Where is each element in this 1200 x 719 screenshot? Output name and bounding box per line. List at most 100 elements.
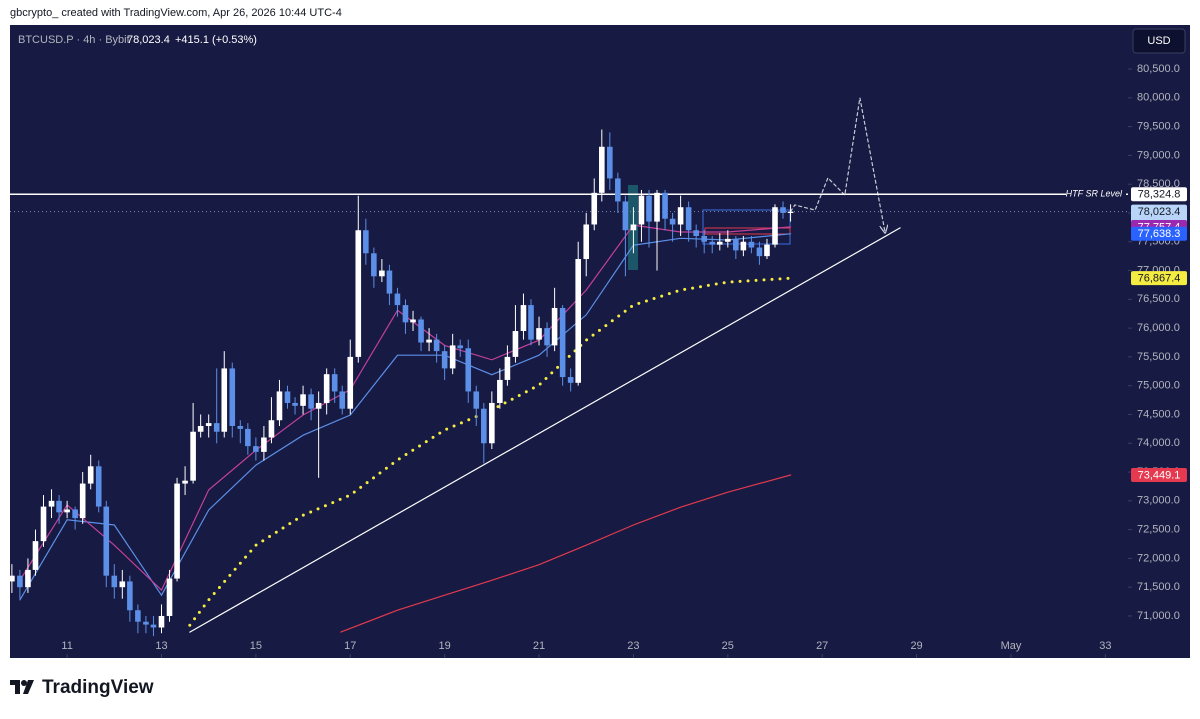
candle-body — [559, 307, 566, 378]
candle-body — [32, 541, 39, 570]
candle-body — [733, 238, 739, 251]
candle-body — [716, 241, 723, 245]
y-tick-label: 73,000.0 — [1137, 495, 1180, 507]
candle-body — [489, 402, 495, 444]
x-tick-label: 11 — [61, 640, 72, 652]
price-label-bg — [1131, 226, 1187, 241]
y-tick-label: 76,500.0 — [1137, 293, 1180, 305]
y-tick-label: 80,000.0 — [1137, 92, 1180, 104]
candle-body — [292, 402, 298, 406]
x-tick-label: 27 — [816, 640, 828, 652]
candle-body — [780, 207, 786, 213]
candle-body — [646, 195, 652, 222]
level-label: HTF SR Level — [1066, 189, 1123, 199]
candle-body — [103, 506, 110, 576]
candle-body — [622, 201, 629, 231]
candle-body — [504, 356, 511, 380]
candle-body — [48, 500, 55, 507]
candle-body — [64, 509, 70, 513]
candle-body — [119, 581, 126, 588]
candle-body — [371, 253, 377, 277]
candle-body — [174, 483, 180, 579]
last-price: 78,023.4 — [127, 34, 170, 46]
overlay-line — [189, 227, 901, 633]
candle-body — [638, 195, 645, 225]
candle-body — [693, 230, 699, 236]
logo-shape — [10, 680, 20, 694]
candle-body — [261, 437, 267, 452]
price-label-bg — [1131, 187, 1187, 202]
candle-body — [607, 146, 613, 179]
candle-body — [379, 270, 385, 277]
currency-button[interactable]: USD — [1132, 28, 1186, 54]
candle-body — [575, 259, 582, 383]
candle-body — [441, 351, 448, 369]
price-change: +415.1 (+0.53%) — [175, 34, 257, 46]
candle-body — [300, 394, 306, 406]
candle-body — [158, 615, 165, 628]
candle-body — [237, 425, 244, 429]
y-tick-label: 74,000.0 — [1137, 437, 1180, 449]
candle-body — [190, 431, 196, 481]
candle-body — [182, 480, 188, 484]
candle-body — [355, 230, 362, 357]
candle-body — [17, 575, 23, 588]
candle-body — [339, 391, 346, 409]
candle-body — [701, 236, 708, 242]
candle-body — [473, 391, 480, 409]
x-tick-label: 25 — [722, 640, 734, 652]
candle-body — [725, 238, 731, 242]
candle-body — [615, 178, 621, 202]
brand-logo — [10, 680, 34, 694]
candle-body — [394, 293, 401, 306]
candle-body — [221, 368, 228, 432]
candle-body — [457, 345, 464, 349]
candle-body — [95, 466, 102, 507]
price-axis: 11 13 15 17 19 21 23 25 27 29 May 33 71,000.0 71,500.… — [61, 63, 1187, 658]
x-tick-label: 13 — [155, 640, 167, 652]
price-label: 73,449.1 — [1138, 469, 1181, 481]
chart-panel — [10, 25, 1190, 658]
y-tick-label: 79,000.0 — [1137, 149, 1180, 161]
candle-body — [536, 328, 542, 340]
candle-body — [127, 581, 133, 611]
candle-body — [567, 377, 574, 383]
brand: TradingView — [42, 677, 154, 698]
candle-body — [465, 348, 472, 392]
candle-body — [79, 483, 86, 519]
x-tick-label: May — [1001, 640, 1022, 652]
currency[interactable]: USD — [1147, 35, 1170, 47]
y-tick-label: 78,500.0 — [1137, 178, 1180, 190]
drawing-box — [704, 227, 791, 235]
candle-body — [56, 500, 62, 513]
candle-body — [583, 224, 590, 260]
candle-body — [772, 207, 778, 245]
candle-body — [284, 391, 291, 403]
overlay-line — [790, 97, 885, 232]
candle-body — [481, 408, 487, 444]
candle-body — [433, 339, 440, 352]
candle-body — [135, 610, 141, 622]
candle-body — [630, 224, 637, 231]
candle-body — [551, 307, 558, 346]
candle-body — [677, 207, 684, 225]
candle-body — [426, 339, 432, 343]
overlay-line — [340, 474, 792, 633]
price-label: 78,324.8 — [1138, 189, 1181, 201]
candle-body — [449, 345, 456, 369]
y-tick-label: 71,500.0 — [1137, 581, 1180, 593]
candle-body — [315, 402, 322, 409]
candle-body — [764, 244, 770, 257]
y-tick-label: 71,000.0 — [1137, 610, 1180, 622]
candle-body — [662, 192, 668, 219]
candle-body — [347, 356, 354, 409]
candle-body — [528, 305, 534, 340]
x-tick-label: 21 — [533, 640, 545, 652]
price-label: 77,638.3 — [1138, 228, 1181, 240]
candle-body — [245, 428, 251, 447]
currency-button-bg[interactable] — [1132, 28, 1186, 54]
x-tick-label: 15 — [250, 640, 262, 652]
y-tick-label: 75,500.0 — [1137, 351, 1180, 363]
candle-body — [308, 394, 314, 409]
